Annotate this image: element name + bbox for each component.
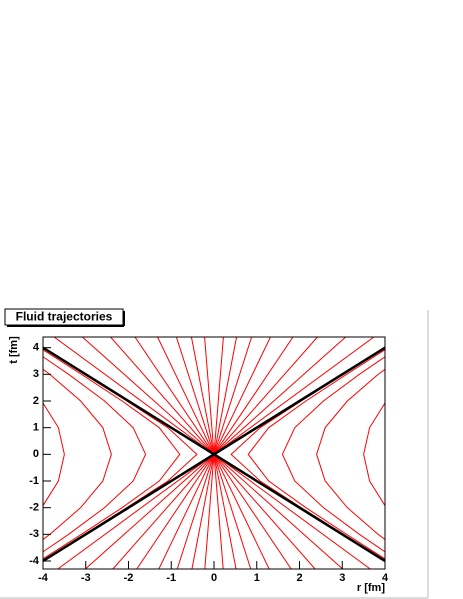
x-tick-label: -2: [124, 572, 134, 584]
x-tick-label: 4: [382, 572, 389, 584]
y-tick-label: 0: [33, 448, 39, 460]
trajectory: [43, 356, 147, 553]
trajectory: [43, 368, 112, 541]
x-tick-label: 1: [254, 572, 260, 584]
x-tick-label: -3: [81, 572, 91, 584]
y-tick-label: -2: [29, 502, 39, 514]
y-tick-label: 1: [33, 422, 39, 434]
trajectory: [363, 402, 385, 507]
x-tick-label: 3: [339, 572, 345, 584]
trajectory: [316, 368, 385, 541]
y-tick-label: 3: [33, 368, 39, 380]
trajectory: [43, 349, 181, 560]
trajectory: [281, 356, 385, 553]
y-tick-label: -1: [29, 475, 39, 487]
trajectory: [43, 402, 65, 507]
y-axis-label: t [fm]: [8, 336, 20, 364]
trajectory: [247, 349, 385, 560]
x-axis-label: r [fm]: [357, 582, 385, 594]
trajectory: [43, 346, 385, 563]
x-tick-label: -4: [38, 572, 49, 584]
x-tick-label: -1: [166, 572, 176, 584]
chart-title: Fluid trajectories: [16, 310, 113, 324]
plot-area: [43, 337, 385, 569]
x-tick-label: 0: [211, 572, 217, 584]
y-tick-label: 2: [33, 395, 39, 407]
y-tick-label: 4: [33, 342, 40, 354]
x-tick-label: 2: [296, 572, 302, 584]
y-tick-label: -4: [29, 555, 40, 567]
y-tick-label: -3: [29, 528, 39, 540]
